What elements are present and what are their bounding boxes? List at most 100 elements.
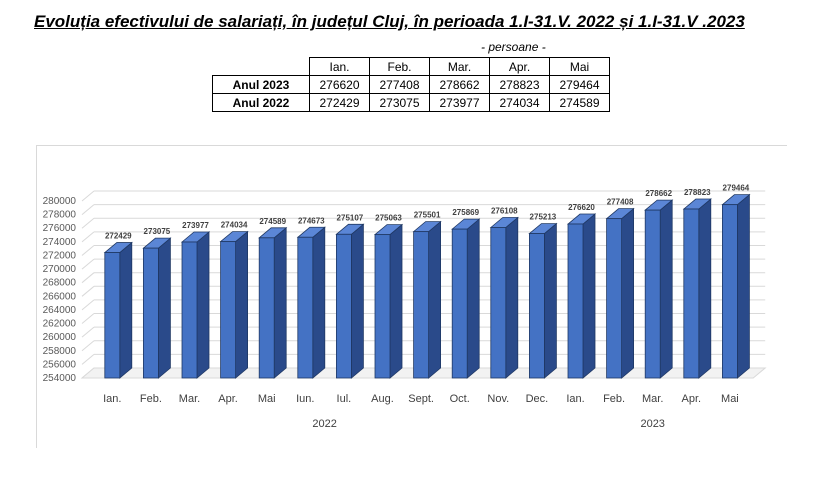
bar: [297, 236, 314, 379]
table-row-label: Anul 2022: [212, 93, 310, 112]
y-tick-label: 262000: [43, 319, 77, 330]
bar: [258, 237, 275, 379]
unit-label: - persoane -: [481, 40, 546, 54]
bar-side: [466, 218, 480, 379]
y-tick-label: 278000: [43, 210, 77, 221]
table-cell: 278662: [429, 75, 490, 94]
bar-side: [273, 226, 287, 379]
bar: [181, 241, 198, 379]
gridline-side: [81, 217, 95, 229]
x-tick-label: Ian.: [103, 393, 121, 405]
bar-side: [428, 220, 442, 379]
data-label: 272429: [105, 232, 132, 241]
x-tick-label: Mai: [258, 393, 276, 405]
x-tick-label: Feb.: [140, 393, 162, 405]
bar-side: [196, 231, 210, 379]
gridline-side: [81, 354, 95, 365]
gridline-side: [81, 231, 95, 243]
data-label: 275107: [337, 213, 364, 222]
table-row: Anul 2022 272429 273075 273977 274034 27…: [212, 93, 610, 112]
data-table: Ian. Feb. Mar. Apr. Mai Anul 2023 276620…: [212, 57, 610, 112]
table-cell: 273977: [429, 93, 490, 112]
bar: [220, 241, 237, 379]
data-label: 274589: [259, 217, 286, 226]
x-tick-label: Iun.: [296, 393, 314, 405]
x-tick-label: Sept.: [408, 393, 434, 405]
gridline-side: [81, 313, 95, 324]
data-label: 278823: [684, 188, 711, 197]
gridline-side: [81, 326, 95, 338]
y-tick-label: 264000: [43, 305, 77, 316]
bar: [722, 204, 738, 379]
data-label: 275063: [375, 214, 402, 223]
group-label: 2023: [640, 418, 664, 430]
gridline-side: [81, 190, 95, 202]
x-tick-label: Ian.: [566, 393, 584, 405]
table-cell: 274589: [549, 93, 610, 112]
y-tick-label: 266000: [43, 291, 77, 302]
chart-frame: [36, 145, 787, 448]
table-cell: 278823: [489, 75, 550, 94]
gridline-side: [81, 245, 95, 256]
x-tick-label: Mar.: [179, 393, 200, 405]
x-tick-label: Oct.: [450, 393, 470, 405]
data-label: 279464: [723, 184, 750, 193]
data-label: 273075: [144, 227, 171, 236]
x-tick-label: Aug.: [371, 393, 394, 405]
data-label: 274034: [221, 221, 248, 230]
gridline-side: [81, 299, 95, 311]
table-header-cell: Mai: [549, 57, 610, 76]
data-label: 276108: [491, 206, 518, 215]
data-label: 278662: [645, 189, 672, 198]
bar-side: [157, 237, 171, 379]
data-label: 275869: [452, 208, 479, 217]
table-cell: 276620: [309, 75, 370, 94]
bar: [567, 223, 584, 379]
table-header-cell: Mar.: [429, 57, 490, 76]
bar: [644, 209, 661, 379]
bar-side: [312, 226, 326, 379]
bar-side: [737, 193, 750, 379]
x-tick-label: Feb.: [603, 393, 625, 405]
bar: [683, 208, 700, 379]
bar: [374, 234, 391, 379]
x-tick-label: Apr.: [682, 393, 702, 405]
data-label: 274673: [298, 216, 325, 225]
gridline-side: [81, 285, 95, 297]
bar-side: [505, 216, 519, 379]
y-tick-label: 274000: [43, 237, 77, 248]
data-label: 276620: [568, 203, 595, 212]
bar-side: [119, 241, 133, 379]
x-tick-label: Nov.: [487, 393, 509, 405]
bar: [529, 233, 545, 379]
gridline-side: [81, 340, 95, 352]
bar-side: [659, 199, 673, 379]
bar: [104, 252, 121, 379]
bar: [142, 247, 159, 379]
y-tick-label: 256000: [43, 359, 77, 370]
x-tick-label: Apr.: [218, 393, 238, 405]
data-label: 275213: [530, 213, 557, 222]
bar: [490, 227, 507, 379]
table-row: Anul 2023 276620 277408 278662 278823 27…: [212, 75, 610, 94]
table-cell: 274034: [489, 93, 550, 112]
gridline-side: [81, 272, 95, 284]
y-tick-label: 258000: [43, 346, 77, 357]
x-tick-label: Mar.: [642, 393, 663, 405]
group-label: 2022: [312, 418, 336, 430]
x-tick-label: Iul.: [337, 393, 352, 405]
data-label: 277408: [607, 198, 634, 207]
bar-side: [389, 223, 403, 379]
bar: [606, 218, 622, 379]
bar: [413, 231, 430, 379]
y-tick-label: 268000: [43, 278, 77, 289]
bar-side: [621, 207, 634, 379]
table-cell: 273075: [369, 93, 430, 112]
y-tick-label: 276000: [43, 223, 77, 234]
y-tick-label: 280000: [43, 196, 77, 207]
bar-side: [582, 213, 596, 379]
gridline-side: [81, 204, 95, 215]
bar-side: [235, 230, 249, 379]
y-tick-label: 254000: [43, 373, 77, 384]
